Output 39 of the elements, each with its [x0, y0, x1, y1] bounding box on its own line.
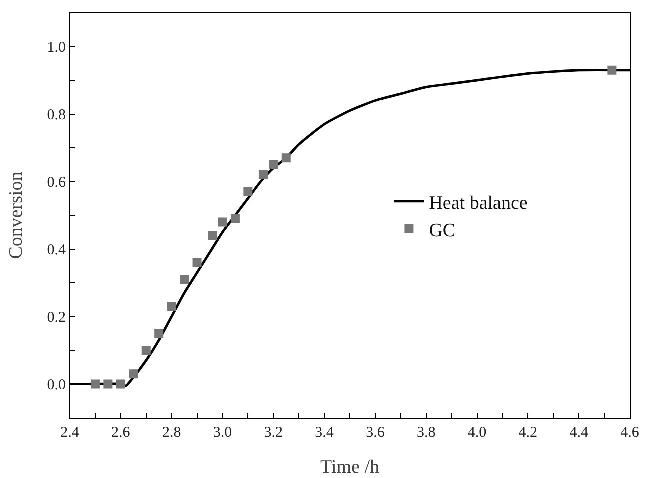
- point: [180, 275, 190, 284]
- y-tick-label: 0.8: [47, 108, 66, 124]
- y-tick-label: 0.0: [47, 378, 66, 394]
- x-tick-label: 2.4: [60, 425, 80, 441]
- point: [208, 231, 218, 240]
- legend-label: Heat balance: [429, 192, 528, 214]
- x-tick-label: 4.4: [570, 425, 589, 441]
- x-axis-title: Time /h: [320, 457, 380, 478]
- x-tick-label: 4.0: [468, 425, 487, 441]
- point: [608, 66, 617, 75]
- x-tick-label: 2.8: [162, 425, 182, 441]
- y-axis-title: Conversion: [6, 171, 27, 260]
- x-tick-label: 3.8: [416, 425, 436, 441]
- x-tick-label: 3.2: [264, 425, 284, 441]
- legend-label: GC: [429, 220, 456, 242]
- point: [258, 170, 268, 180]
- point: [116, 380, 126, 389]
- point: [90, 380, 100, 389]
- point: [192, 258, 202, 268]
- point: [230, 214, 240, 224]
- y-tick-label: 0.4: [47, 242, 66, 258]
- y-tick-label: 1.0: [47, 40, 66, 56]
- x-tick-label: 4.6: [620, 425, 640, 441]
- point: [269, 160, 278, 170]
- x-tick-label: 2.6: [112, 425, 131, 441]
- y-tick-label: 0.6: [47, 175, 66, 191]
- point: [154, 329, 164, 338]
- point: [129, 370, 138, 379]
- point: [167, 302, 176, 312]
- point: [244, 187, 253, 196]
- x-tick-label: 3.0: [213, 425, 232, 441]
- x-tick-label: 4.2: [518, 425, 538, 441]
- point: [104, 380, 113, 389]
- x-tick-label: 3.6: [366, 425, 386, 441]
- y-tick-label: 0.2: [47, 310, 66, 326]
- point: [142, 346, 151, 355]
- point: [282, 154, 291, 163]
- point: [218, 218, 228, 227]
- x-tick-label: 3.4: [315, 425, 334, 441]
